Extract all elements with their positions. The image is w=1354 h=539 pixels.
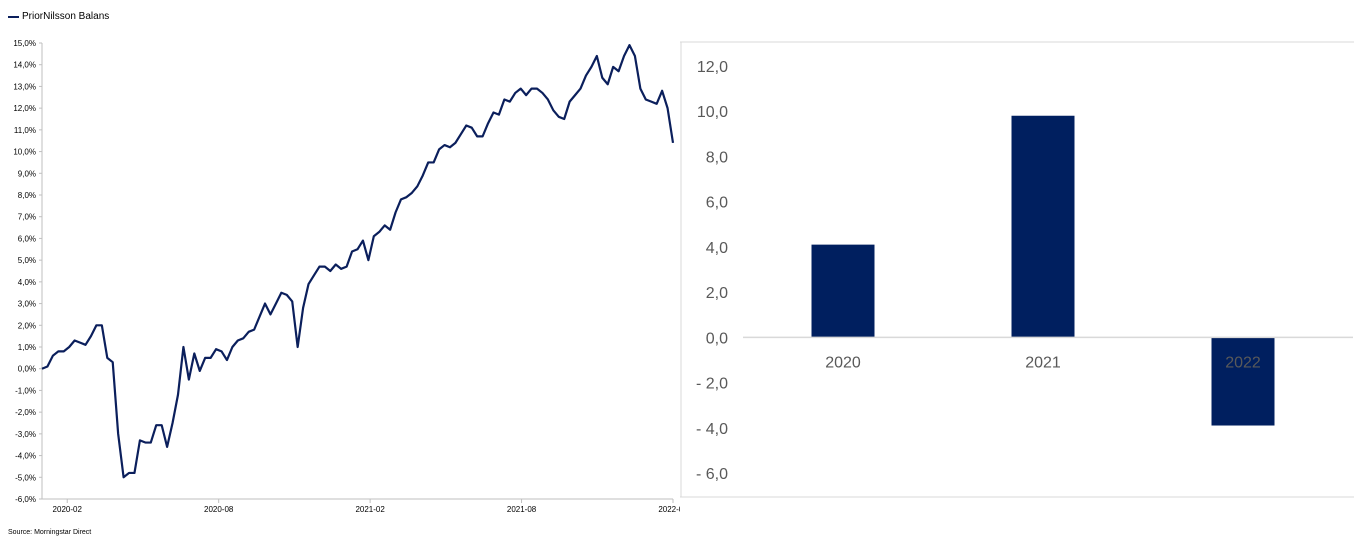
y-tick-label: 14,0% (13, 61, 36, 70)
x-tick-label: 2020-08 (204, 505, 234, 514)
legend-label: PriorNilsson Balans (22, 11, 110, 22)
y-tick-label: 0,0% (18, 365, 36, 374)
y-tick-label: 9,0% (18, 169, 36, 178)
y-tick-label: 2,0 (706, 285, 728, 302)
y-tick-label: 4,0 (706, 240, 728, 257)
line-chart: -6,0% -5,0% -4,0% -3,0% -2,0% -1,0% 0,0% 1,0% 2,… (13, 39, 680, 514)
x-tick-label: 2020-02 (53, 505, 83, 514)
y-tick-label: - 2,0 (696, 376, 728, 393)
y-tick-label: -3,0% (15, 430, 36, 439)
y-tick-label: -4,0% (15, 452, 36, 461)
x-tick-label: 2020 (825, 354, 861, 371)
bar-2020 (811, 244, 875, 338)
y-tick-label: 6,0 (706, 195, 728, 212)
y-tick-label: 15,0% (13, 39, 36, 48)
x-tick-label: 2022-02 (658, 505, 680, 514)
y-tick-label: 7,0% (18, 213, 36, 222)
y-tick-label: 13,0% (13, 82, 36, 91)
bar-2022 (1211, 337, 1275, 426)
y-tick-label: 12,0 (697, 59, 728, 76)
y-tick-label: 10,0 (697, 104, 728, 121)
y-tick-label: 8,0 (706, 149, 728, 166)
x-tick-label: 2022 (1225, 354, 1261, 371)
bar-chart: - 6,0 - 4,0 - 2,0 0,0 2,0 4,0 6,0 8,0 10,0 12,0 20… (680, 41, 1354, 498)
y-tick-label: -1,0% (15, 386, 36, 395)
bar-2021 (1011, 115, 1075, 338)
y-tick-label: - 4,0 (696, 421, 728, 438)
x-tick-label: 2021-02 (355, 505, 385, 514)
x-tick-label: 2021 (1025, 354, 1061, 371)
chart-legend: PriorNilsson Balans (8, 11, 109, 22)
y-tick-label: 3,0% (18, 300, 36, 309)
y-tick-label: 12,0% (13, 104, 36, 113)
legend-swatch (8, 15, 19, 18)
y-tick-label: - 6,0 (696, 466, 728, 483)
source-note: Source: Morningstar Direct (8, 529, 92, 536)
y-tick-label: 10,0% (13, 148, 36, 157)
y-tick-label: 6,0% (18, 234, 36, 243)
series-line (41, 44, 675, 479)
y-tick-label: -5,0% (15, 473, 36, 482)
y-tick-label: 2,0% (18, 321, 36, 330)
x-tick-label: 2021-08 (507, 505, 537, 514)
y-tick-label: -6,0% (15, 495, 36, 504)
y-tick-label: -2,0% (15, 408, 36, 417)
y-tick-label: 4,0% (18, 278, 36, 287)
y-tick-label: 0,0 (706, 330, 728, 347)
y-tick-label: 11,0% (14, 126, 36, 135)
y-tick-label: 8,0% (18, 191, 36, 200)
y-tick-label: 1,0% (18, 343, 36, 352)
y-tick-label: 5,0% (18, 256, 36, 265)
